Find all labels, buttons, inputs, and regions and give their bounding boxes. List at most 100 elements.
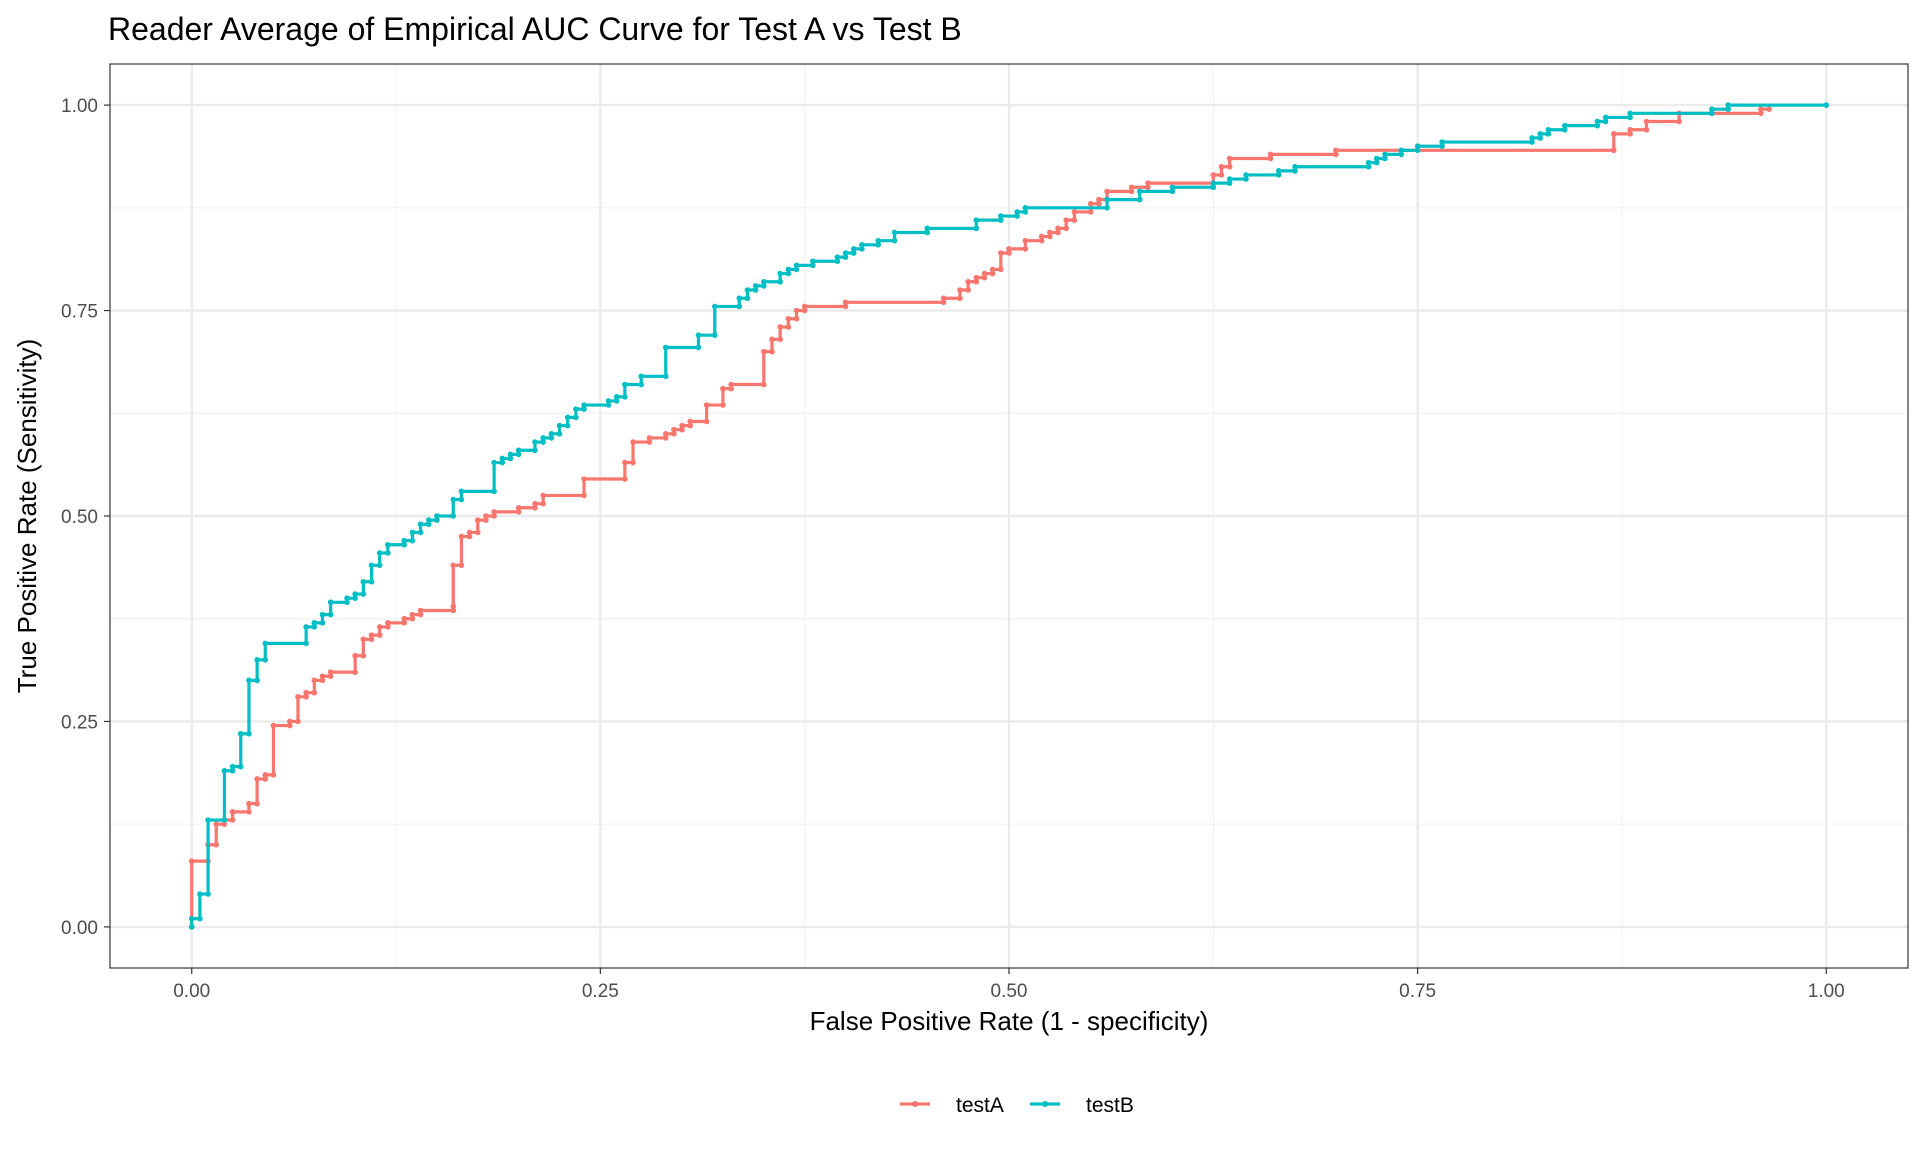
- data-point-testB: [368, 578, 375, 585]
- data-point-testB: [401, 537, 408, 544]
- data-point-testA: [662, 431, 669, 437]
- data-point-testA: [303, 689, 309, 696]
- data-point-testB: [1104, 196, 1110, 203]
- data-point-testA: [287, 722, 293, 729]
- data-point-testA: [769, 348, 775, 355]
- series-layer: [188, 102, 1830, 930]
- data-point-testB: [254, 677, 260, 684]
- data-point-testB: [352, 595, 358, 601]
- data-point-testB: [491, 459, 497, 466]
- data-point-testB: [1373, 159, 1380, 166]
- data-point-testB: [1136, 196, 1143, 203]
- data-point-testA: [295, 718, 301, 725]
- data-point-testB: [1373, 155, 1380, 162]
- data-point-testB: [1275, 168, 1282, 174]
- data-point-testA: [1627, 126, 1633, 133]
- data-point-testA: [581, 492, 587, 499]
- data-point-testB: [924, 229, 931, 236]
- data-point-testA: [483, 517, 489, 523]
- y-tick-label: 0.25: [61, 712, 98, 733]
- data-point-testB: [1398, 147, 1405, 154]
- data-point-testA: [491, 513, 497, 519]
- data-point-testA: [319, 673, 326, 680]
- data-point-testB: [303, 640, 309, 647]
- data-point-testA: [703, 418, 710, 425]
- data-point-testB: [711, 332, 718, 339]
- data-point-testA: [1333, 147, 1339, 154]
- data-point-testA: [466, 529, 473, 536]
- data-point-testB: [401, 541, 408, 548]
- data-point-testA: [1071, 217, 1078, 223]
- data-point-testA: [466, 533, 473, 540]
- data-point-testB: [1014, 209, 1020, 215]
- data-point-testB: [197, 891, 203, 897]
- data-point-testA: [409, 611, 416, 618]
- data-point-testB: [1561, 122, 1568, 129]
- data-point-testA: [1055, 225, 1061, 232]
- data-point-testB: [564, 414, 571, 421]
- legend: testA testB: [900, 1094, 1134, 1117]
- data-point-testA: [1210, 172, 1217, 178]
- data-point-testB: [425, 517, 432, 523]
- data-point-testA: [1087, 200, 1094, 207]
- data-point-testA: [1766, 106, 1772, 112]
- data-point-testB: [1169, 184, 1176, 191]
- data-point-testB: [344, 599, 350, 606]
- data-point-testA: [360, 636, 367, 643]
- data-point-testB: [605, 402, 612, 408]
- data-point-testA: [842, 303, 849, 310]
- data-point-testB: [850, 250, 857, 256]
- data-point-testB: [188, 924, 195, 930]
- data-point-testA: [515, 509, 522, 515]
- data-point-testB: [246, 677, 252, 684]
- data-point-testB: [752, 287, 759, 293]
- data-point-testB: [556, 422, 563, 429]
- data-point-testB: [548, 431, 555, 437]
- data-point-testA: [450, 607, 457, 614]
- data-point-testB: [385, 550, 391, 556]
- grid-lines: [110, 64, 1908, 968]
- data-point-testA: [409, 615, 416, 622]
- data-point-testA: [458, 562, 465, 569]
- data-point-testB: [1210, 180, 1217, 186]
- data-point-testA: [630, 459, 636, 466]
- data-point-testB: [1382, 151, 1388, 158]
- data-point-testB: [1529, 135, 1535, 141]
- data-point-testB: [573, 414, 579, 421]
- data-point-testA: [303, 694, 309, 700]
- data-point-testA: [1758, 110, 1764, 117]
- data-point-testB: [1022, 205, 1029, 211]
- data-point-testA: [1128, 188, 1135, 195]
- data-point-testB: [695, 344, 702, 351]
- data-point-testB: [311, 620, 318, 626]
- data-point-testA: [1610, 147, 1617, 154]
- data-point-testB: [605, 398, 612, 404]
- data-point-testB: [205, 891, 211, 897]
- data-point-testB: [777, 270, 783, 277]
- data-point-testA: [188, 858, 195, 864]
- data-point-testA: [728, 381, 734, 388]
- data-point-testA: [532, 504, 538, 511]
- data-point-testA: [785, 324, 792, 330]
- data-point-testB: [319, 611, 326, 618]
- data-point-testA: [311, 677, 318, 684]
- data-point-testA: [940, 299, 947, 306]
- data-point-testB: [761, 278, 767, 285]
- series-testB: [188, 102, 1830, 930]
- data-point-testA: [327, 669, 334, 675]
- data-point-testB: [581, 402, 587, 408]
- data-point-testB: [1537, 131, 1544, 137]
- data-point-testA: [973, 278, 980, 285]
- data-point-testB: [1725, 102, 1731, 108]
- data-point-testB: [205, 817, 211, 823]
- data-point-testB: [1226, 180, 1233, 186]
- data-point-testB: [1439, 139, 1445, 145]
- data-point-testA: [1758, 106, 1764, 112]
- data-point-testB: [581, 406, 587, 412]
- data-point-testA: [458, 533, 465, 540]
- data-point-testA: [801, 303, 808, 310]
- data-point-testB: [376, 562, 383, 569]
- data-point-testB: [1210, 184, 1217, 191]
- data-point-testB: [1414, 143, 1421, 149]
- data-point-testB: [376, 550, 383, 556]
